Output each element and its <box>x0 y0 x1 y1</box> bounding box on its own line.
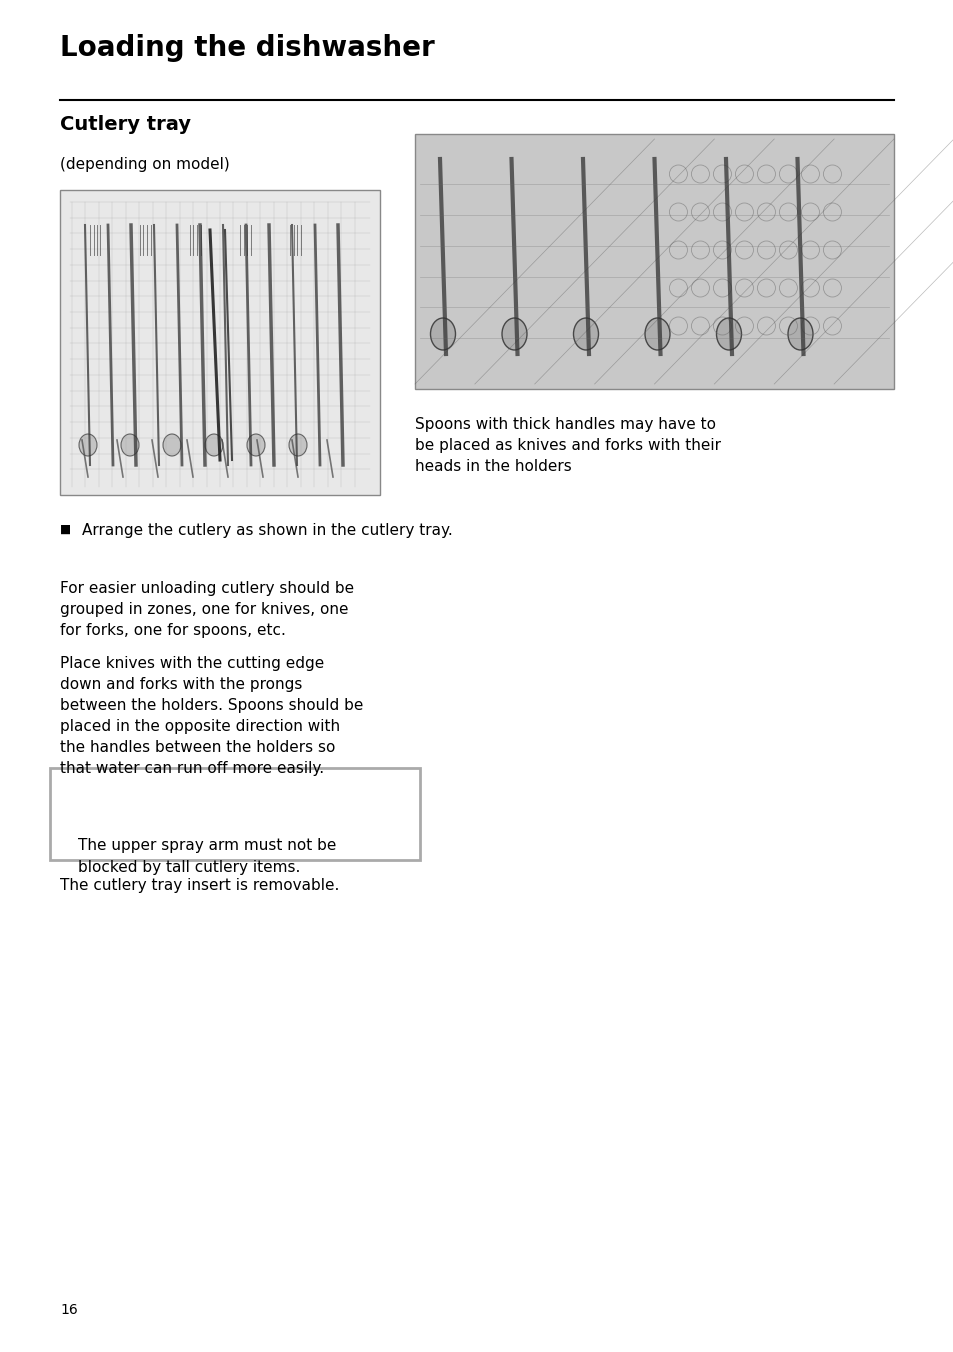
Ellipse shape <box>716 318 740 350</box>
Text: ■: ■ <box>60 523 71 535</box>
Text: Cutlery tray: Cutlery tray <box>60 115 191 134</box>
Ellipse shape <box>121 434 139 456</box>
Ellipse shape <box>163 434 181 456</box>
Ellipse shape <box>644 318 669 350</box>
Text: Arrange the cutlery as shown in the cutlery tray.: Arrange the cutlery as shown in the cutl… <box>82 523 453 538</box>
Text: Place knives with the cutting edge
down and forks with the prongs
between the ho: Place knives with the cutting edge down … <box>60 656 363 776</box>
Ellipse shape <box>205 434 223 456</box>
Text: 16: 16 <box>60 1303 77 1317</box>
FancyBboxPatch shape <box>60 191 379 495</box>
Text: For easier unloading cutlery should be
grouped in zones, one for knives, one
for: For easier unloading cutlery should be g… <box>60 581 354 638</box>
Text: Spoons with thick handles may have to
be placed as knives and forks with their
h: Spoons with thick handles may have to be… <box>415 416 720 475</box>
Text: The cutlery tray insert is removable.: The cutlery tray insert is removable. <box>60 877 339 894</box>
Text: (depending on model): (depending on model) <box>60 157 230 172</box>
Ellipse shape <box>573 318 598 350</box>
FancyBboxPatch shape <box>415 134 893 389</box>
Text: Loading the dishwasher: Loading the dishwasher <box>60 34 435 62</box>
Ellipse shape <box>289 434 307 456</box>
Text: The upper spray arm must not be
blocked by tall cutlery items.: The upper spray arm must not be blocked … <box>78 838 336 875</box>
Ellipse shape <box>501 318 526 350</box>
Ellipse shape <box>247 434 265 456</box>
Ellipse shape <box>430 318 455 350</box>
Ellipse shape <box>79 434 97 456</box>
FancyBboxPatch shape <box>50 768 419 860</box>
Ellipse shape <box>787 318 812 350</box>
